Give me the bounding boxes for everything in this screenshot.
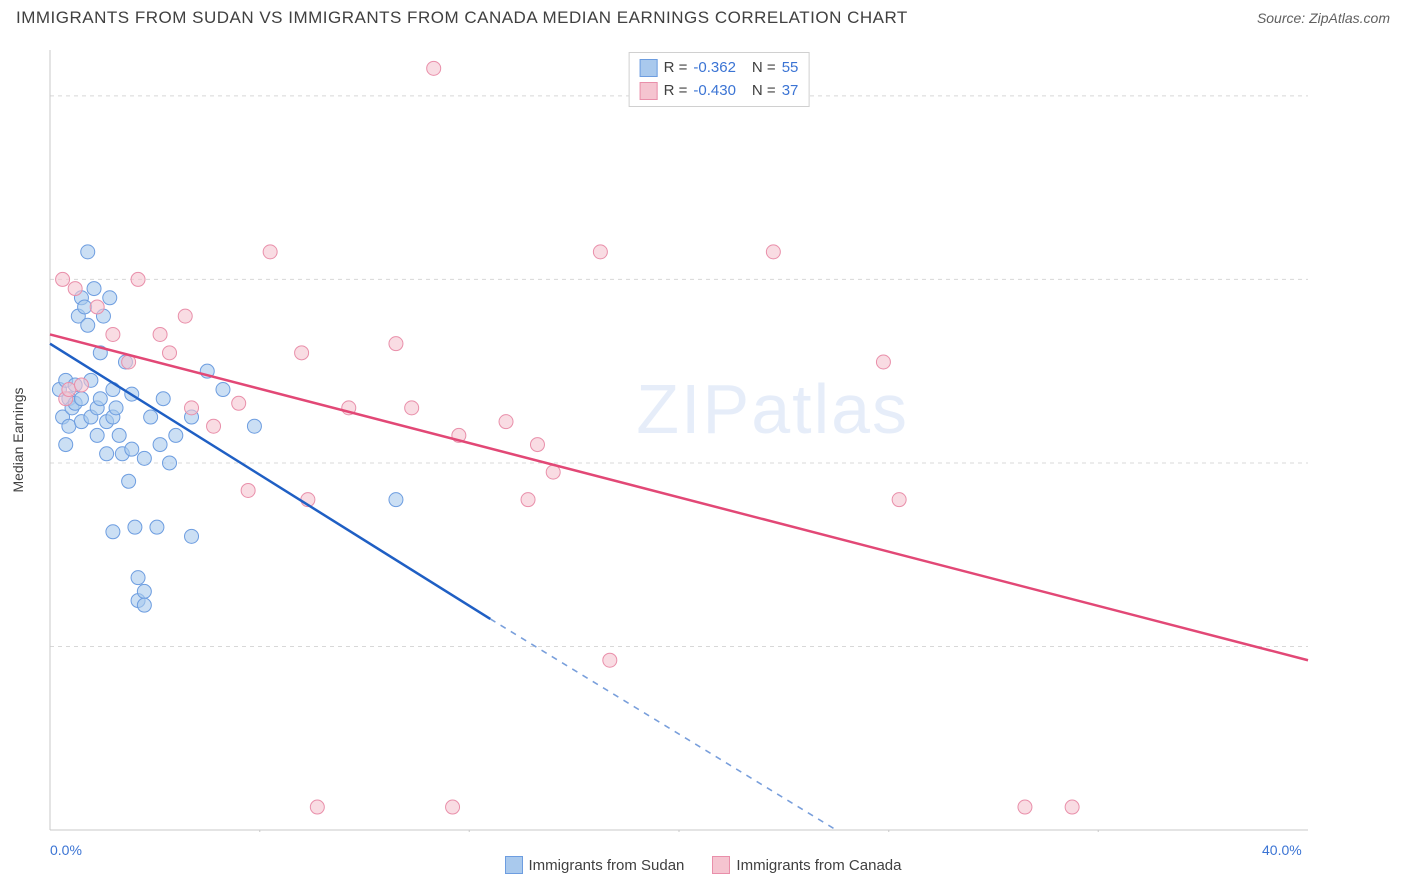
data-point	[93, 392, 107, 406]
legend-label: Immigrants from Canada	[736, 857, 901, 874]
data-point	[131, 571, 145, 585]
data-point	[1065, 800, 1079, 814]
data-point	[310, 800, 324, 814]
scatter-plot	[48, 48, 1390, 832]
data-point	[131, 272, 145, 286]
data-point	[56, 272, 70, 286]
data-point	[892, 493, 906, 507]
legend-swatch	[640, 82, 658, 100]
data-point	[603, 653, 617, 667]
data-point	[163, 346, 177, 360]
data-point	[137, 451, 151, 465]
data-point	[178, 309, 192, 323]
data-point	[163, 456, 177, 470]
stat-r-label: R =	[664, 57, 688, 80]
data-point	[295, 346, 309, 360]
data-point	[74, 392, 88, 406]
bottom-legend: Immigrants from Sudan Immigrants from Can…	[0, 856, 1406, 874]
data-point	[144, 410, 158, 424]
data-point	[87, 282, 101, 296]
stats-row: R = -0.430 N = 37	[640, 80, 799, 103]
data-point	[59, 438, 73, 452]
data-point	[207, 419, 221, 433]
data-point	[103, 291, 117, 305]
y-axis-label: Median Earnings	[10, 387, 26, 492]
data-point	[78, 300, 92, 314]
stat-n-value: 37	[782, 80, 799, 103]
data-point	[389, 337, 403, 351]
data-point	[263, 245, 277, 259]
data-point	[216, 383, 230, 397]
data-point	[232, 396, 246, 410]
data-point	[405, 401, 419, 415]
data-point	[156, 392, 170, 406]
data-point	[100, 447, 114, 461]
stat-r-value: -0.362	[693, 57, 746, 80]
data-point	[90, 300, 104, 314]
data-point	[169, 428, 183, 442]
data-point	[81, 318, 95, 332]
data-point	[521, 493, 535, 507]
data-point	[128, 520, 142, 534]
regression-line-extrapolated	[490, 619, 836, 830]
stats-row: R = -0.362 N = 55	[640, 57, 799, 80]
data-point	[81, 245, 95, 259]
data-point	[74, 378, 88, 392]
stat-r-value: -0.430	[693, 80, 746, 103]
data-point	[593, 245, 607, 259]
data-point	[150, 520, 164, 534]
regression-line	[50, 344, 490, 619]
legend-item: Immigrants from Canada	[712, 856, 901, 874]
data-point	[109, 401, 123, 415]
legend-swatch	[505, 856, 523, 874]
data-point	[153, 438, 167, 452]
chart-title: IMMIGRANTS FROM SUDAN VS IMMIGRANTS FROM…	[16, 8, 908, 28]
stat-n-label: N =	[752, 57, 776, 80]
data-point	[112, 428, 126, 442]
data-point	[106, 525, 120, 539]
data-point	[185, 529, 199, 543]
data-point	[427, 61, 441, 75]
data-point	[389, 493, 403, 507]
chart-area: Median Earnings ZIPatlas R = -0.362 N = …	[48, 48, 1390, 832]
legend-swatch	[712, 856, 730, 874]
data-point	[153, 327, 167, 341]
data-point	[446, 800, 460, 814]
data-point	[241, 483, 255, 497]
data-point	[62, 419, 76, 433]
data-point	[1018, 800, 1032, 814]
data-point	[137, 598, 151, 612]
data-point	[90, 428, 104, 442]
data-point	[122, 474, 136, 488]
data-point	[766, 245, 780, 259]
data-point	[185, 401, 199, 415]
data-point	[137, 584, 151, 598]
chart-header: IMMIGRANTS FROM SUDAN VS IMMIGRANTS FROM…	[0, 0, 1406, 32]
data-point	[499, 415, 513, 429]
legend-item: Immigrants from Sudan	[505, 856, 685, 874]
data-point	[876, 355, 890, 369]
regression-line	[50, 334, 1308, 660]
data-point	[125, 442, 139, 456]
data-point	[530, 438, 544, 452]
stat-n-label: N =	[752, 80, 776, 103]
legend-label: Immigrants from Sudan	[529, 857, 685, 874]
chart-source: Source: ZipAtlas.com	[1257, 10, 1390, 26]
stat-r-label: R =	[664, 80, 688, 103]
data-point	[247, 419, 261, 433]
stats-legend-box: R = -0.362 N = 55 R = -0.430 N = 37	[629, 52, 810, 107]
data-point	[68, 282, 82, 296]
data-point	[106, 327, 120, 341]
stat-n-value: 55	[782, 57, 799, 80]
legend-swatch	[640, 59, 658, 77]
data-point	[62, 383, 76, 397]
